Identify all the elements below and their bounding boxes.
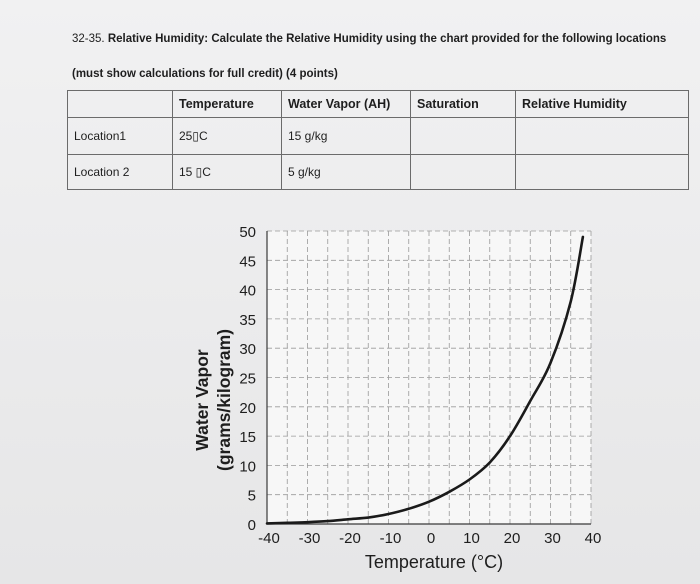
y-tick-label: 30 xyxy=(239,341,256,358)
chart-frame xyxy=(266,231,591,525)
location1-relative-humidity[interactable] xyxy=(515,117,689,155)
question-instructions: (must show calculations for full credit)… xyxy=(72,68,338,80)
question-heading: 32-35. Relative Humidity: Calculate the … xyxy=(72,33,666,45)
y-axis-label-line1: Water Vapor xyxy=(192,349,212,451)
header-water-vapor: Water Vapor (AH) xyxy=(281,90,411,118)
location2-relative-humidity[interactable] xyxy=(515,154,689,190)
chart-grid xyxy=(266,230,592,525)
saturation-curve xyxy=(265,235,585,525)
table-row: Location 2 15 ▯C 5 g/kg xyxy=(67,154,689,190)
x-tick-label: 20 xyxy=(504,530,521,547)
location1-water-vapor: 15 g/kg xyxy=(281,117,411,155)
header-relative-humidity: Relative Humidity xyxy=(515,90,689,118)
x-tick-label: -10 xyxy=(380,530,402,547)
y-tick-label: 15 xyxy=(239,429,256,446)
y-tick-label: 20 xyxy=(239,400,256,417)
location2-temperature: 15 ▯C xyxy=(172,154,282,190)
location2-water-vapor: 5 g/kg xyxy=(281,154,411,190)
question-title: Relative Humidity: Calculate the Relativ… xyxy=(107,33,667,45)
y-tick-label: 40 xyxy=(239,283,256,300)
y-axis-label-line2: (grams/kilogram) xyxy=(214,329,234,471)
y-tick-label: 50 xyxy=(239,224,256,241)
x-tick-label: -30 xyxy=(299,530,321,547)
y-tick-label: 45 xyxy=(239,253,256,270)
x-tick-label: 40 xyxy=(585,530,602,547)
y-tick-label: 10 xyxy=(239,458,256,475)
location2-saturation[interactable] xyxy=(410,154,516,190)
x-tick-label: 10 xyxy=(463,530,480,547)
location1-name: Location1 xyxy=(67,117,173,155)
header-saturation: Saturation xyxy=(410,90,516,118)
table-row: Location1 25▯C 15 g/kg xyxy=(67,117,689,155)
location1-temperature: 25▯C xyxy=(172,117,282,155)
y-tick-label: 0 xyxy=(248,517,256,534)
y-axis-label: Water Vapor (grams/kilogram) xyxy=(192,329,234,471)
table-header-row: Temperature Water Vapor (AH) Saturation … xyxy=(67,90,689,118)
y-tick-label: 5 xyxy=(248,488,256,505)
x-tick-label: -20 xyxy=(339,530,361,547)
question-number: 32-35. xyxy=(72,33,105,45)
y-tick-label: 35 xyxy=(239,312,256,329)
y-tick-label: 25 xyxy=(239,371,256,388)
x-tick-label: 30 xyxy=(544,530,561,547)
x-tick-label: 0 xyxy=(427,530,435,547)
x-axis-label: Temperature (°C) xyxy=(365,552,503,572)
location2-name: Location 2 xyxy=(67,154,173,190)
chart-ticks: 0 5 10 15 20 25 30 35 40 45 50 -40 -30 -20 -10 0 10 20 30 4… xyxy=(239,224,601,547)
x-tick-label: -40 xyxy=(258,530,280,547)
humidity-table: Temperature Water Vapor (AH) Saturation … xyxy=(67,90,689,190)
